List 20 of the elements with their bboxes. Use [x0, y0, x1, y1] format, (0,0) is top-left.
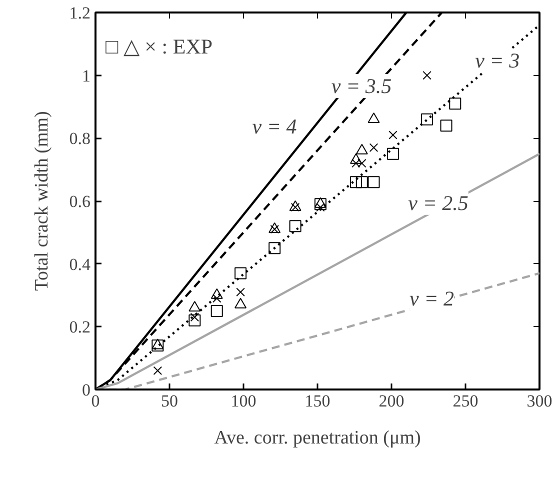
- series-label: v = 3: [475, 48, 520, 73]
- y-axis-title: Total crack width (mm): [31, 111, 52, 291]
- series-label: v = 4: [252, 114, 298, 138]
- x-tick-label: 50: [161, 392, 178, 410]
- y-tick-label: 0.8: [69, 129, 90, 148]
- annotation: □ △ × : EXP: [106, 34, 213, 58]
- y-tick-label: 1: [82, 66, 90, 86]
- series-label: v = 2.5: [408, 190, 468, 215]
- x-tick-label: 100: [230, 392, 256, 410]
- series-label: v = 2: [410, 286, 454, 310]
- x-tick-label: 200: [378, 392, 404, 410]
- y-tick-label: 0.6: [69, 192, 90, 211]
- x-axis-title: Ave. corr. penetration (μm): [214, 428, 421, 448]
- x-tick-label: 300: [526, 392, 552, 410]
- x-tick-label: 250: [452, 392, 478, 410]
- y-tick-label: 0.4: [69, 254, 91, 274]
- x-tick-label: 150: [304, 392, 330, 410]
- series-label: v = 3.5: [331, 74, 392, 98]
- y-tick-label: 1.2: [69, 4, 90, 22]
- y-tick-label: 0.2: [69, 318, 90, 337]
